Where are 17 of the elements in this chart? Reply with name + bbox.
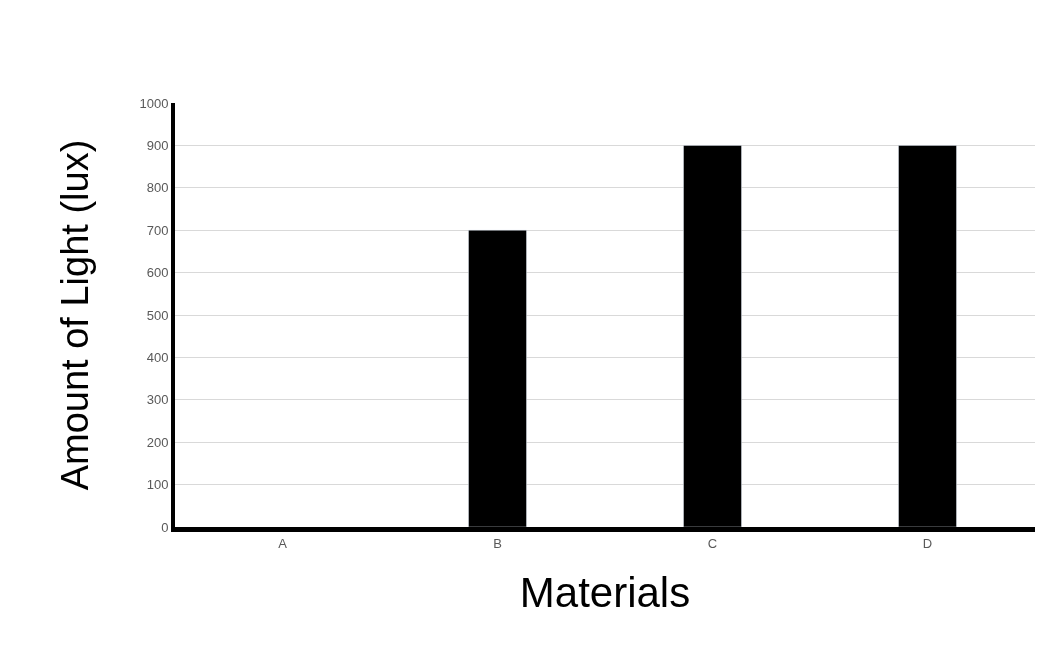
x-tick-label: B: [493, 535, 502, 551]
y-tick-label: 0: [161, 519, 169, 535]
y-tick-label: 300: [146, 392, 169, 408]
y-axis-title: Amount of Light (lux): [54, 139, 97, 491]
x-tick-label: A: [278, 535, 288, 551]
y-tick-label: 500: [146, 307, 169, 323]
y-tick-label: 400: [146, 349, 169, 365]
x-tick-label: C: [707, 535, 718, 551]
y-tick-label: 700: [146, 222, 169, 238]
y-tick-label: 100: [146, 477, 169, 493]
x-tick-label: D: [922, 535, 933, 551]
y-tick-label: 1000: [139, 95, 169, 111]
y-tick-label: 600: [146, 265, 169, 281]
y-tick-label: 200: [146, 434, 169, 450]
x-axis-title: Materials: [519, 569, 691, 617]
y-tick-label: 800: [146, 180, 169, 196]
y-tick-label: 900: [146, 137, 169, 153]
